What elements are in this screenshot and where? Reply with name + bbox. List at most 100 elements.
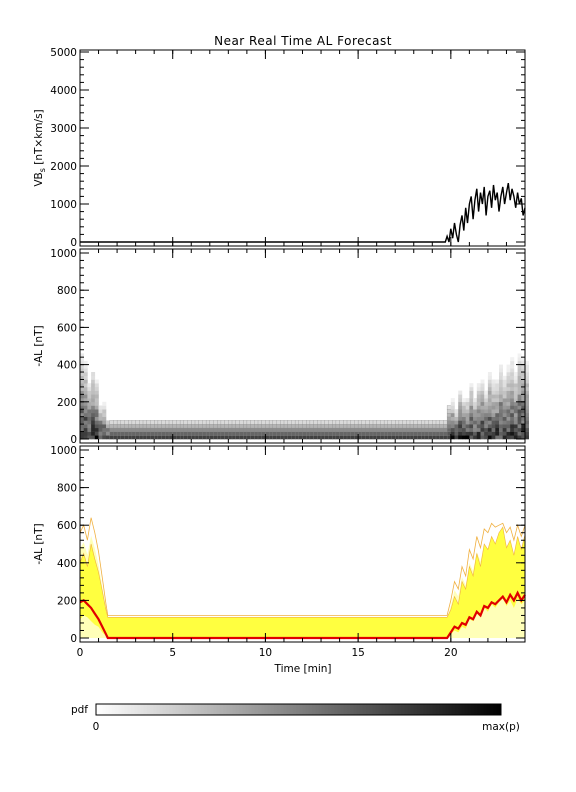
heatmap-cell	[480, 386, 485, 391]
heatmap-cell	[91, 375, 96, 380]
y-tick-label: 800	[57, 285, 77, 297]
heatmap-cell	[213, 427, 218, 432]
x-tick-label: 0	[77, 647, 84, 659]
heatmap-cell	[398, 420, 404, 425]
heatmap-cell	[91, 379, 96, 384]
heatmap-cell	[465, 431, 470, 436]
heatmap-cell	[228, 423, 233, 429]
heatmap-cell	[469, 427, 474, 432]
heatmap-cell	[243, 435, 248, 440]
heatmap-cell	[428, 427, 433, 432]
heatmap-cell	[480, 427, 485, 432]
heatmap-cell	[235, 427, 240, 432]
heatmap-cell	[499, 420, 503, 425]
heatmap-cell	[458, 390, 463, 395]
heatmap-cell	[491, 424, 496, 429]
heatmap-cell	[228, 427, 233, 432]
heatmap-cell	[506, 427, 511, 432]
heatmap-cell	[228, 431, 233, 436]
heatmap-cell	[502, 401, 507, 406]
heatmap-cell	[499, 413, 503, 417]
heatmap-cell	[510, 375, 515, 380]
heatmap-cell	[116, 435, 122, 440]
heatmap-cell	[294, 423, 300, 429]
heatmap-cell	[80, 401, 84, 406]
heatmap-cell	[480, 398, 485, 403]
heatmap-cell	[146, 420, 151, 425]
heatmap-cell	[513, 431, 518, 436]
heatmap-cell	[191, 435, 196, 440]
heatmap-cell	[398, 427, 404, 432]
heatmap-cell	[458, 431, 463, 436]
heatmap-cell	[521, 420, 526, 425]
heatmap-cell	[94, 409, 99, 414]
heatmap-cell	[476, 401, 481, 406]
heatmap-cell	[94, 386, 99, 391]
heatmap-cell	[476, 431, 481, 436]
heatmap-cell	[179, 431, 185, 436]
heatmap-cell	[335, 420, 341, 425]
heatmap-cell	[168, 420, 174, 425]
heatmap-cell	[346, 423, 352, 429]
heatmap-cell	[94, 394, 99, 399]
heatmap-cell	[369, 435, 374, 440]
heatmap-cell	[502, 413, 507, 417]
heatmap-cell	[280, 423, 285, 429]
heatmap-cell	[246, 423, 252, 429]
heatmap-cell	[343, 420, 348, 425]
heatmap-cell	[87, 416, 92, 421]
heatmap-cell	[250, 427, 255, 432]
heatmap-cell	[357, 431, 363, 436]
heatmap-cell	[102, 401, 107, 406]
heatmap-cell	[98, 416, 103, 421]
heatmap-cell	[113, 435, 118, 440]
heatmap-cell	[176, 420, 181, 425]
heatmap-cell	[383, 420, 389, 425]
heatmap-cell	[424, 423, 430, 429]
heatmap-cell	[194, 427, 200, 432]
heatmap-cell	[306, 427, 311, 432]
heatmap-cell	[395, 420, 400, 425]
heatmap-cell	[83, 401, 88, 406]
heatmap-cell	[243, 423, 248, 429]
heatmap-cell	[246, 427, 252, 432]
heatmap-cell	[80, 420, 84, 425]
heatmap-cell	[369, 420, 374, 425]
heatmap-cell	[395, 431, 400, 436]
heatmap-cell	[462, 427, 466, 432]
heatmap-cell	[91, 424, 96, 429]
heatmap-cell	[142, 427, 148, 432]
heatmap-cell	[102, 427, 107, 432]
heatmap-cell	[91, 386, 96, 391]
heatmap-cell	[510, 427, 515, 432]
heatmap-cell	[87, 427, 92, 432]
heatmap-cell	[287, 423, 292, 429]
heatmap-cell	[376, 420, 381, 425]
heatmap-cell	[231, 435, 237, 440]
heatmap-cell	[465, 398, 470, 403]
heatmap-cell	[146, 431, 151, 436]
heatmap-cell	[506, 398, 511, 403]
heatmap-cell	[521, 360, 526, 365]
heatmap-cell	[235, 420, 240, 425]
heatmap-cell	[521, 409, 526, 414]
heatmap-cell	[495, 398, 500, 403]
heatmap-cell	[424, 420, 430, 425]
heatmap-cell	[98, 435, 103, 440]
heatmap-cell	[517, 431, 522, 436]
heatmap-cell	[469, 435, 474, 440]
heatmap-cell	[124, 431, 129, 436]
heatmap-cell	[421, 420, 426, 425]
heatmap-cell	[87, 383, 92, 388]
heatmap-cell	[395, 423, 400, 429]
heatmap-cell	[510, 379, 515, 384]
heatmap-cell	[406, 423, 411, 429]
heatmap-cell	[313, 420, 318, 425]
heatmap-cell	[213, 423, 218, 429]
heatmap-cell	[135, 423, 140, 429]
heatmap-cell	[83, 420, 88, 425]
heatmap-cell	[421, 427, 426, 432]
heatmap-cell	[268, 431, 274, 436]
heatmap-cell	[343, 431, 348, 436]
heatmap-cell	[517, 424, 522, 429]
